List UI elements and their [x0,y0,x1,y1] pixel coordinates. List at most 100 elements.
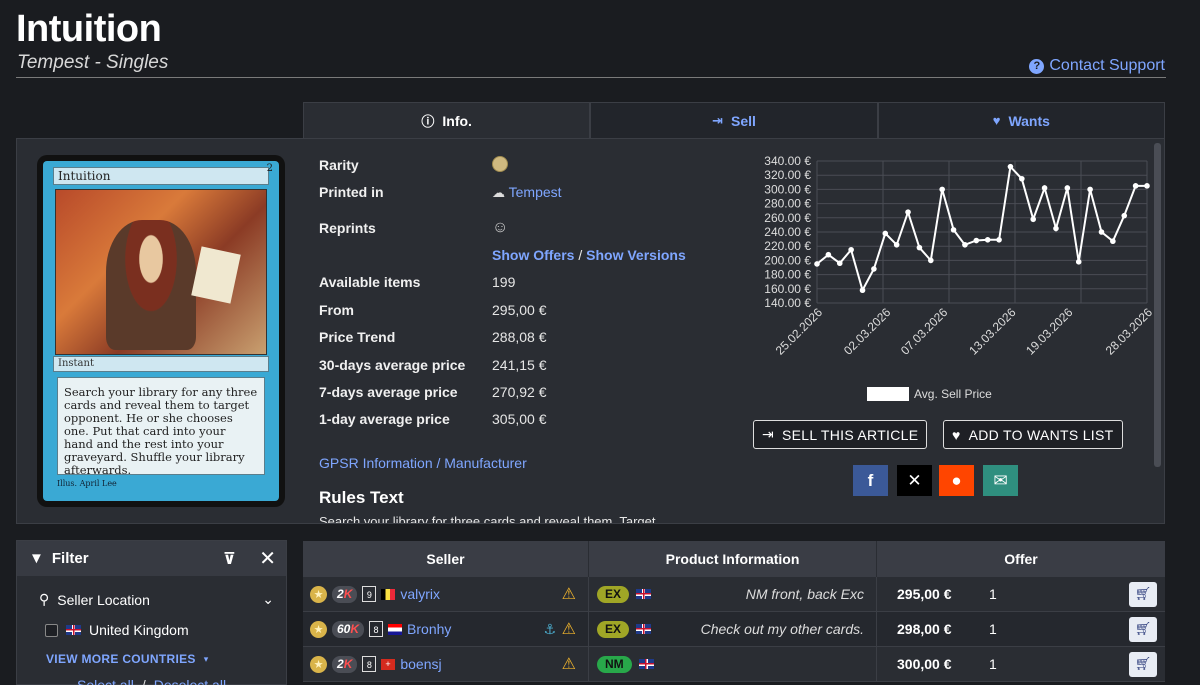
tab-wants-label: Wants [1008,112,1050,129]
seller-cell: ★ 60 K 8 Bronhy ⚓ ⚠ [303,612,589,646]
select-separator: / [141,677,146,685]
seller-link[interactable]: valyrix [400,586,441,602]
wants-button-label: ADD TO WANTS LIST [968,426,1114,443]
x-share-button[interactable]: ✕ [897,465,932,496]
contact-support-label: Contact Support [1049,57,1165,74]
tab-info[interactable]: ⓘ Info. [303,102,591,139]
rules-text-title: Rules Text [319,488,404,507]
deselect-all-link[interactable]: Deselect all [153,677,227,685]
card-text: Search your library for any three cards … [57,377,265,477]
chart-point [871,266,877,272]
chart-y-axis: 340.00 €320.00 €300.00 €280.00 €260.00 €… [764,154,811,310]
y-tick-label: 260.00 € [764,211,811,225]
product-cell: EX NM front, back Exc [589,577,877,611]
tab-sell[interactable]: ⇥ Sell [590,102,878,139]
condition-badge: EX [597,585,630,603]
offer-comment: Check out my other cards. [700,621,864,637]
gpsr-link[interactable]: GPSR Information / Manufacturer [319,455,527,471]
x-tick-label: 28.03.2026 [1103,305,1156,358]
info-row-value: 295,00 € [492,302,547,318]
chart-legend: Avg. Sell Price [867,387,992,401]
sales-count: 2 [337,587,344,601]
caret-down-icon: ▾ [203,653,209,664]
close-icon[interactable]: ✕ [259,548,276,570]
select-all-link[interactable]: Select all [77,677,134,685]
info-panel: Intuition 2 Instant Search your library … [16,138,1165,524]
tab-bar: ⓘ Info. ⇥ Sell ♥ Wants [303,102,1165,139]
add-to-cart-button[interactable]: 🛒︎ [1129,651,1157,677]
card-image[interactable]: Intuition 2 Instant Search your library … [37,155,285,507]
show-offers-link[interactable]: Show Offers [492,247,575,263]
sales-unit: K [350,622,360,636]
chart-point [836,260,843,267]
page-subtitle: Tempest - Singles [17,52,169,73]
language-flag-icon [636,589,652,599]
y-tick-label: 240.00 € [764,225,811,239]
info-row-value: 288,08 € [492,329,547,345]
chart-series-line [816,164,1147,293]
view-more-countries-link[interactable]: VIEW MORE COUNTRIES ▾ [46,652,209,666]
question-icon: ? [1029,58,1045,74]
header-seller: Seller [303,541,589,577]
x-tick-label: 19.03.2026 [1023,305,1076,358]
artwork-figure [106,220,196,350]
info-row-value: 270,92 € [492,384,547,400]
country-label: United Kingdom [89,622,189,638]
country-checkbox[interactable] [45,623,58,637]
card-face: Intuition 2 Instant Search your library … [43,161,279,501]
email-share-button[interactable]: ✉ [983,465,1018,496]
location-pin-icon: ⚲ [39,591,50,607]
seller-link[interactable]: boensj [400,656,442,672]
show-versions-link[interactable]: Show Versions [586,247,686,263]
offer-comment: NM front, back Exc [745,586,864,602]
y-tick-label: 280.00 € [764,197,811,211]
chart-x-axis: 25.02.2026 02.03.2026 07.03.2026 13.03.2026… [773,305,1156,358]
language-flag-icon [638,659,654,669]
contact-support-link[interactable]: ? Contact Support [1029,57,1165,75]
chart-point [882,230,889,237]
clear-filter-icon[interactable]: ⊽ [223,550,236,568]
seller-location-label: Seller Location [57,591,150,608]
card-type: Instant [53,356,269,372]
y-tick-label: 320.00 € [764,168,811,182]
country-flag-icon [388,623,403,635]
rarity-icon [492,156,508,172]
add-to-cart-button[interactable]: 🛒︎ [1129,581,1157,607]
country-option[interactable]: United Kingdom [45,622,189,638]
printed-in-value[interactable]: ☁ Tempest [492,184,562,201]
chart-points [814,163,1150,294]
offer-cell: 295,00 € 1 🛒︎ [877,577,1165,611]
reddit-share-button[interactable]: ● [939,465,974,496]
seller-link[interactable]: Bronhy [407,621,452,637]
y-tick-label: 160.00 € [764,282,811,296]
chevron-down-icon: ⌄ [262,591,274,607]
offer-price: 298,00 € [897,621,952,637]
reprints-icon: ☺ [492,219,509,236]
add-to-cart-button[interactable]: 🛒︎ [1129,616,1157,642]
chart-point [1064,185,1071,191]
chart-point [984,237,991,243]
facebook-share-button[interactable]: f [853,465,888,496]
sell-this-article-button[interactable]: ⇥ SELL THIS ARTICLE [753,420,928,449]
cart-icon: 🛒︎ [1134,656,1152,671]
cart-icon: 🛒︎ [1134,621,1152,636]
calendar-icon: 8 [369,621,384,637]
header-product: Product Information [589,541,877,577]
set-link[interactable]: Tempest [508,184,562,200]
seller-location-toggle[interactable]: ⚲ Seller Location ⌄ [39,591,274,608]
info-icon: ⓘ [421,114,435,129]
chart-point [1087,186,1093,193]
tab-wants[interactable]: ♥ Wants [877,102,1165,139]
offer-quantity: 1 [989,621,997,637]
price-chart: 340.00 €320.00 €300.00 €280.00 €260.00 €… [764,154,1156,358]
chart-point [848,246,854,253]
printed-in-label: Printed in [319,184,384,200]
cart-icon: 🛒︎ [1134,586,1152,601]
offer-cell: 300,00 € 1 🛒︎ [877,647,1165,681]
offer-price: 300,00 € [897,656,952,672]
add-to-wants-button[interactable]: ♥ ADD TO WANTS LIST [943,420,1123,449]
table-header: Seller Product Information Offer [303,541,1165,577]
panel-scrollbar[interactable] [1154,143,1161,467]
language-flag-icon [636,624,652,634]
